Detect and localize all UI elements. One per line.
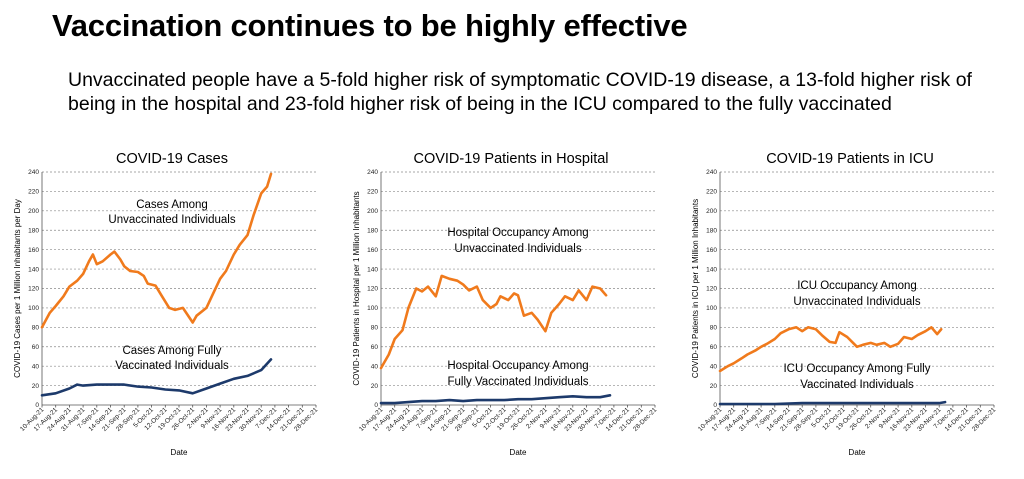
chart-annotation: Vaccinated Individuals (115, 360, 229, 372)
series-line-vaccinated (40, 358, 273, 397)
chart-annotation: Fully Vaccinated Individuals (447, 376, 588, 388)
chart-hospital-svg: COVID-19 Patients in Hospital 0 20 40 60 80 10… (352, 151, 659, 457)
y-tick-label: 120 (706, 286, 717, 293)
y-tick-label: 40 (710, 363, 718, 370)
chart-annotation: Unvaccinated Individuals (454, 243, 581, 255)
y-tick-label: 60 (371, 344, 379, 351)
y-tick-label: 40 (371, 363, 379, 370)
chart-annotation: Vaccinated Individuals (800, 379, 914, 391)
chart-annotation: Hospital Occupancy Among (447, 360, 588, 372)
y-tick-label: 140 (28, 266, 39, 273)
y-tick-label: 20 (32, 383, 40, 390)
y-axis-label: COVID-19 Cases per 1 Million Inhabitants… (13, 199, 22, 378)
y-tick-label: 160 (28, 247, 39, 254)
chart-title: COVID-19 Cases (116, 151, 228, 167)
y-tick-label: 140 (367, 266, 378, 273)
y-tick-label: 100 (367, 305, 378, 312)
y-tick-label: 60 (710, 344, 718, 351)
y-tick-label: 180 (367, 227, 378, 234)
y-axis-label: COVID-19 Patients in ICU per 1 Million I… (691, 199, 700, 378)
y-tick-label: 220 (706, 189, 717, 196)
x-axis-label: Date (510, 448, 527, 457)
y-tick-label: 100 (28, 305, 39, 312)
chart-annotation: Unvaccinated Individuals (108, 214, 235, 226)
y-tick-label: 200 (706, 208, 717, 215)
y-tick-label: 20 (710, 383, 718, 390)
series-line-vaccinated (379, 394, 612, 405)
chart-annotation: Cases Among Fully (122, 345, 221, 357)
series-line-vaccinated (718, 400, 947, 406)
y-tick-label: 0 (374, 402, 378, 409)
y-tick-label: 40 (32, 363, 40, 370)
y-tick-label: 80 (710, 325, 718, 332)
x-axis-label: Date (171, 448, 188, 457)
series-line-unvaccinated (40, 172, 273, 329)
y-tick-label: 80 (371, 325, 379, 332)
chart-annotation: ICU Occupancy Among Fully (783, 363, 930, 375)
y-axis-label: COVID-19 Patients in Hospital per 1 Mill… (352, 191, 361, 385)
chart-hospital: COVID-19 Patients in Hospital 0 20 40 60 80 10… (343, 143, 673, 473)
series-line-unvaccinated (379, 274, 608, 370)
y-tick-label: 0 (713, 402, 717, 409)
chart-cases-svg: COVID-19 Cases 0 20 40 60 80 100 120 140 160 180 20… (13, 151, 320, 457)
y-tick-label: 20 (371, 383, 379, 390)
chart-icu-svg: COVID-19 Patients in ICU 0 20 40 60 80 100 120 1… (691, 151, 998, 457)
page-subtitle: Unvaccinated people have a 5-fold higher… (68, 69, 972, 115)
y-tick-label: 80 (32, 325, 40, 332)
chart-icu: COVID-19 Patients in ICU 0 20 40 60 80 100 120 1… (682, 143, 1012, 473)
series-line-unvaccinated (718, 326, 943, 373)
y-tick-label: 220 (367, 189, 378, 196)
x-axis-label: Date (849, 448, 866, 457)
y-tick-label: 100 (706, 305, 717, 312)
page-title: Vaccination continues to be highly effec… (52, 8, 688, 43)
chart-annotation: Cases Among (136, 199, 208, 211)
y-tick-label: 220 (28, 189, 39, 196)
y-tick-label: 160 (706, 247, 717, 254)
chart-annotation: ICU Occupancy Among (797, 280, 917, 292)
y-tick-label: 200 (28, 208, 39, 215)
y-tick-label: 180 (28, 227, 39, 234)
y-tick-label: 140 (706, 266, 717, 273)
y-tick-label: 200 (367, 208, 378, 215)
y-tick-label: 240 (706, 169, 717, 176)
y-tick-label: 120 (28, 286, 39, 293)
y-tick-label: 120 (367, 286, 378, 293)
chart-title: COVID-19 Patients in ICU (766, 151, 934, 167)
y-tick-label: 160 (367, 247, 378, 254)
y-tick-label: 180 (706, 227, 717, 234)
chart-title: COVID-19 Patients in Hospital (413, 151, 608, 167)
chart-annotation: Unvaccinated Individuals (793, 296, 920, 308)
y-tick-label: 60 (32, 344, 40, 351)
y-tick-label: 0 (35, 402, 39, 409)
chart-annotation: Hospital Occupancy Among (447, 227, 588, 239)
y-tick-label: 240 (367, 169, 378, 176)
y-tick-label: 240 (28, 169, 39, 176)
chart-cases: COVID-19 Cases 0 20 40 60 80 100 120 140 160 180 20… (4, 143, 334, 473)
